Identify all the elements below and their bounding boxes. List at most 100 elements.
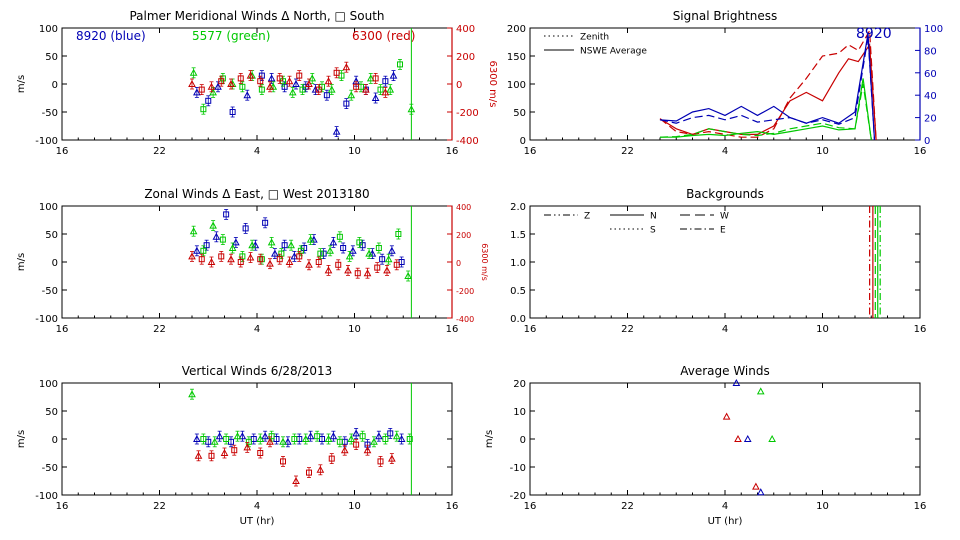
data-point-8920	[281, 83, 288, 90]
data-point-8920	[332, 127, 341, 135]
data-point-6300	[340, 446, 349, 454]
panel-p6: Average Winds 16 22 4 10 16 UT (hr) -20 -10 0 10 20…	[484, 364, 926, 527]
data-point-6300	[266, 82, 274, 90]
data-point-5577	[288, 88, 297, 96]
y-tick-label: 50	[45, 52, 58, 63]
data-point-6300	[231, 447, 238, 454]
data-point-6300	[752, 482, 760, 490]
y-tick-label: -50	[42, 108, 58, 119]
data-point-8920	[349, 246, 357, 254]
data-point-6300	[377, 458, 384, 465]
data-point-6300	[218, 78, 225, 85]
data-point-6300	[257, 450, 264, 456]
data-point-8920	[284, 437, 292, 445]
data-point-5577	[200, 247, 207, 254]
y-tick-label: -10	[510, 463, 526, 474]
y2-tick-label: 400	[456, 24, 475, 35]
y-tick-label: 0	[520, 136, 526, 147]
data-point-8920	[382, 78, 389, 85]
data-point-5577	[324, 434, 333, 442]
data-point-8920	[388, 246, 396, 254]
data-point-6300	[324, 266, 333, 274]
x-tick-label: 22	[153, 324, 166, 335]
y-tick-label: 100	[507, 80, 526, 91]
data-point-5577	[345, 252, 354, 260]
panel-title: Palmer Meridional Winds Δ North, □ South	[129, 9, 384, 23]
data-point-6300	[374, 264, 381, 271]
data-point-5577	[245, 438, 252, 445]
legend-entry: N	[650, 212, 657, 222]
data-point-5577	[301, 434, 310, 442]
data-point-5577	[347, 434, 356, 442]
y-tick-label: 50	[45, 230, 58, 241]
x-tick-label: 4	[254, 501, 260, 512]
x-tick-label: 16	[524, 324, 537, 335]
data-point-5577	[189, 68, 198, 76]
data-point-8920	[389, 71, 398, 79]
x-tick-label: 16	[56, 146, 69, 157]
x-tick-label: 16	[446, 501, 459, 512]
x-tick-label: 16	[524, 501, 537, 512]
y-axis-label: m/s	[16, 430, 27, 448]
data-point-8920	[229, 109, 236, 115]
y-tick-label: 100	[39, 202, 58, 213]
y2-tick-label: -200	[456, 287, 474, 296]
y-tick-label: -100	[35, 314, 58, 325]
x-tick-label: 4	[722, 324, 728, 335]
y2-tick-label: -400	[456, 136, 479, 147]
plot-frame	[61, 27, 453, 141]
panel-title: Signal Brightness	[673, 9, 778, 23]
x-tick-label: 10	[348, 324, 361, 335]
data-point-5577	[356, 239, 363, 246]
data-point-6300	[198, 86, 205, 93]
data-point-5577	[404, 271, 412, 279]
data-point-8920	[271, 249, 279, 257]
data-point-6300	[722, 412, 731, 420]
y-tick-label: 0.0	[510, 314, 526, 325]
data-point-5577	[308, 74, 317, 82]
x-tick-label: 16	[56, 501, 69, 512]
y-tick-label: 100	[39, 379, 58, 390]
data-point-5577	[299, 86, 306, 93]
data-point-8920	[352, 429, 360, 437]
y-tick-label: 50	[45, 407, 58, 418]
y2-tick-label: 0	[456, 80, 462, 91]
data-point-8920	[238, 432, 247, 440]
data-point-6300	[285, 257, 294, 265]
data-point-5577	[188, 390, 196, 398]
x-tick-label: 10	[816, 146, 829, 157]
data-point-5577	[256, 434, 265, 442]
data-point-6300	[276, 256, 283, 263]
legend-entry: W	[720, 212, 729, 222]
y2-tick-label: 0	[456, 259, 461, 268]
x-tick-label: 16	[914, 146, 927, 157]
data-point-6300	[218, 253, 225, 260]
data-point-5577	[406, 436, 413, 442]
data-point-5577	[359, 433, 366, 440]
x-tick-label: 4	[254, 146, 260, 157]
data-point-8920	[193, 434, 201, 442]
panel-title: Average Winds	[680, 364, 770, 378]
data-point-6300	[207, 82, 216, 90]
data-point-5577	[384, 255, 393, 263]
data-point-5577	[279, 437, 287, 445]
legend-entry: S	[650, 226, 656, 236]
data-point-5577	[278, 250, 285, 257]
data-point-8920	[329, 432, 338, 440]
data-point-5577	[314, 433, 321, 440]
data-point-6300	[344, 266, 352, 274]
plot-frame	[529, 205, 921, 319]
data-point-5577	[267, 238, 276, 246]
y-tick-label: 0	[52, 80, 58, 91]
data-point-5577	[228, 243, 237, 251]
y-tick-label: -50	[42, 463, 58, 474]
data-point-6300	[227, 255, 235, 263]
data-point-8920	[306, 432, 315, 440]
panel-title: Backgrounds	[686, 187, 764, 201]
data-point-5577	[756, 387, 765, 395]
data-point-8920	[212, 232, 221, 240]
data-point-5577	[268, 433, 275, 440]
data-point-8920	[243, 91, 252, 99]
data-point-6300	[227, 79, 235, 87]
